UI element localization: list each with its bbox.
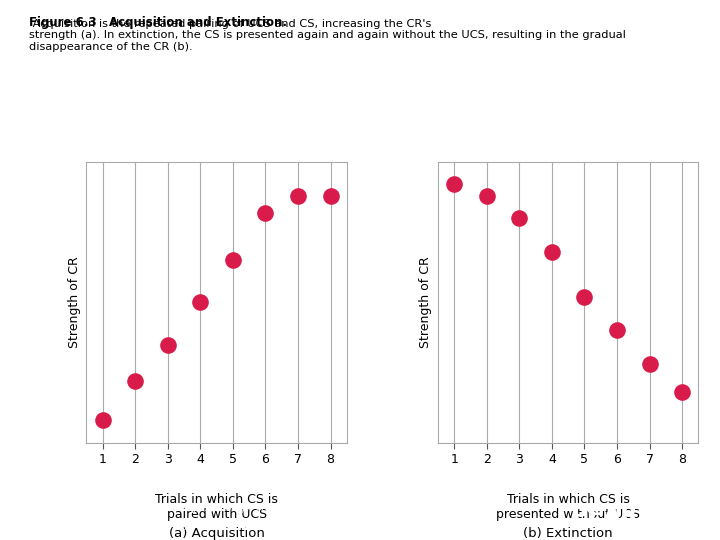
Point	[449, 180, 460, 189]
Text: (b) Extinction: (b) Extinction	[523, 527, 613, 540]
Point	[676, 388, 688, 396]
Text: PEARSON: PEARSON	[572, 505, 691, 526]
Point	[227, 256, 238, 265]
Y-axis label: Strength of CR: Strength of CR	[420, 256, 433, 348]
Point	[97, 416, 109, 424]
Point	[644, 360, 655, 368]
Point	[481, 191, 492, 200]
Text: Figure 6.3   Acquisition and Extinction.: Figure 6.3 Acquisition and Extinction.	[29, 16, 287, 29]
Text: Acquisition is the repeated pairing of UCS and CS, increasing the CR's
strength : Acquisition is the repeated pairing of U…	[29, 19, 626, 52]
Point	[130, 377, 141, 386]
Point	[546, 247, 558, 256]
Text: Trials in which CS is
paired with UCS: Trials in which CS is paired with UCS	[156, 494, 278, 521]
Point	[162, 340, 174, 349]
Y-axis label: Strength of CR: Strength of CR	[68, 256, 81, 348]
Text: Trials in which CS is
presented without UCS: Trials in which CS is presented without …	[496, 494, 640, 521]
Point	[611, 326, 623, 335]
Point	[579, 293, 590, 301]
Text: (a) Acquisition: (a) Acquisition	[168, 527, 264, 540]
Point	[194, 298, 206, 307]
Text: ALWAYS LEARNING: ALWAYS LEARNING	[14, 509, 109, 518]
FancyBboxPatch shape	[37, 148, 705, 489]
Text: Understanding Psychology: From Inquiry to Understanding , Third Edition: Understanding Psychology: From Inquiry t…	[130, 504, 461, 513]
Point	[260, 208, 271, 217]
Point	[325, 191, 336, 200]
Point	[292, 191, 304, 200]
Text: Lillenfeld | Lynn | Namy | Woolf: Lillenfeld | Lynn | Namy | Woolf	[130, 521, 270, 530]
Point	[513, 214, 525, 222]
